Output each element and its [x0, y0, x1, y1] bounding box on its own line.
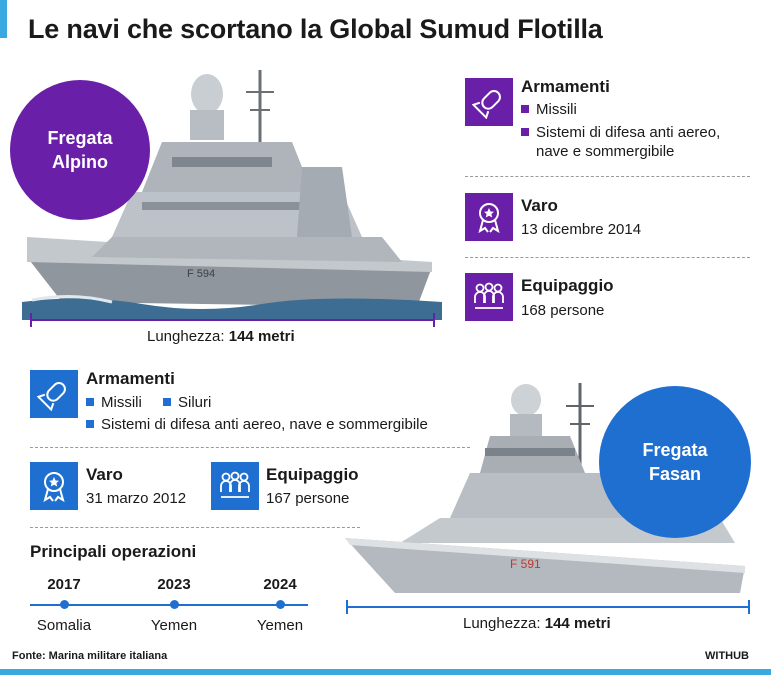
- alpino-name-line2: Alpino: [52, 152, 108, 172]
- bullet-square: [521, 128, 529, 136]
- timeline-dot: [60, 600, 69, 609]
- timeline-place: Yemen: [256, 617, 304, 634]
- alpino-varo-title: Varo: [521, 196, 558, 215]
- fasan-hull-number: F 591: [510, 557, 541, 571]
- alpino-hull-number: F 594: [187, 268, 215, 280]
- fasan-length-label: Lunghezza:: [463, 615, 541, 632]
- fasan-armamenti-title: Armamenti: [86, 369, 175, 388]
- alpino-armamento-text-cont: nave e sommergibile: [536, 143, 675, 160]
- fasan-length-line: [346, 606, 750, 608]
- accent-bar: [0, 0, 7, 38]
- fasan-varo-title: Varo: [86, 465, 123, 484]
- fasan-medal-icon: [30, 462, 78, 510]
- fasan-armamento-text: Siluri: [178, 394, 212, 411]
- timeline-year: 2023: [157, 576, 191, 593]
- alpino-equipaggio-title: Equipaggio: [521, 276, 614, 295]
- fasan-equipaggio-title: Equipaggio: [266, 465, 359, 484]
- fasan-crew-icon: [211, 462, 259, 510]
- timeline-dot: [170, 600, 179, 609]
- bullet-square: [521, 105, 529, 113]
- page-title: Le navi che scortano la Global Sumud Flo…: [28, 14, 603, 44]
- fasan-ship-image: F 591: [345, 383, 745, 593]
- source-note: Fonte: Marina militare italiana: [12, 650, 168, 662]
- divider: [30, 447, 470, 448]
- alpino-varo-value: 13 dicembre 2014: [521, 221, 642, 238]
- timeline-year: 2024: [263, 576, 297, 593]
- timeline-place: Yemen: [150, 617, 198, 634]
- fasan-length: Lunghezza: 144 metri: [463, 615, 611, 632]
- alpino-missile-icon: [465, 78, 513, 126]
- fasan-armamento-item: Sistemi di difesa anti aereo, nave e som…: [86, 416, 428, 433]
- timeline-year: 2017: [47, 576, 81, 593]
- alpino-equipaggio-value: 168 persone: [521, 302, 605, 319]
- fasan-length-value: 144 metri: [544, 615, 611, 632]
- alpino-armamento-item: Sistemi di difesa anti aereo,: [521, 124, 720, 141]
- divider: [465, 257, 750, 258]
- timeline-line: [30, 604, 308, 606]
- bullet-square: [163, 398, 171, 406]
- bullet-square: [86, 398, 94, 406]
- fasan-armamento-text: Sistemi di difesa anti aereo, nave e som…: [101, 416, 428, 433]
- fasan-armamento-text: Missili: [101, 394, 142, 411]
- brand-logo: WITHUB: [705, 650, 749, 662]
- alpino-length: Lunghezza: 144 metri: [147, 328, 295, 345]
- fasan-armamento-item: Missili: [86, 394, 142, 411]
- fasan-varo-value: 31 marzo 2012: [86, 490, 187, 507]
- fasan-length-tick-right: [748, 600, 750, 614]
- fasan-missile-icon: [30, 370, 78, 418]
- bullet-square: [86, 420, 94, 428]
- alpino-armamento-item: Missili: [521, 101, 577, 118]
- alpino-armamenti-title: Armamenti: [521, 77, 610, 96]
- alpino-length-line: [30, 319, 435, 321]
- footer-bar: [0, 669, 771, 675]
- operazioni-title: Principali operazioni: [30, 542, 197, 561]
- fasan-name-line1: Fregata: [642, 440, 708, 460]
- alpino-length-label: Lunghezza:: [147, 328, 225, 345]
- alpino-length-tick-right: [433, 313, 435, 327]
- alpino-ship-image: F 594: [22, 70, 442, 320]
- alpino-crew-icon: [465, 273, 513, 321]
- alpino-armamento-text: Sistemi di difesa anti aereo,: [536, 124, 721, 141]
- alpino-length-value: 144 metri: [228, 328, 295, 345]
- divider: [465, 176, 750, 177]
- alpino-name-line1: Fregata: [47, 128, 113, 148]
- alpino-name-badge: Fregata Alpino: [10, 80, 150, 220]
- fasan-name-line2: Fasan: [648, 464, 702, 484]
- timeline-dot: [276, 600, 285, 609]
- fasan-armamento-item: Siluri: [163, 394, 211, 411]
- alpino-armamento-text: Missili: [536, 101, 577, 118]
- divider: [30, 527, 360, 528]
- timeline-place: Somalia: [36, 617, 92, 634]
- alpino-medal-icon: [465, 193, 513, 241]
- fasan-equipaggio-value: 167 persone: [266, 490, 350, 507]
- fasan-name-badge: Fregata Fasan: [599, 386, 751, 538]
